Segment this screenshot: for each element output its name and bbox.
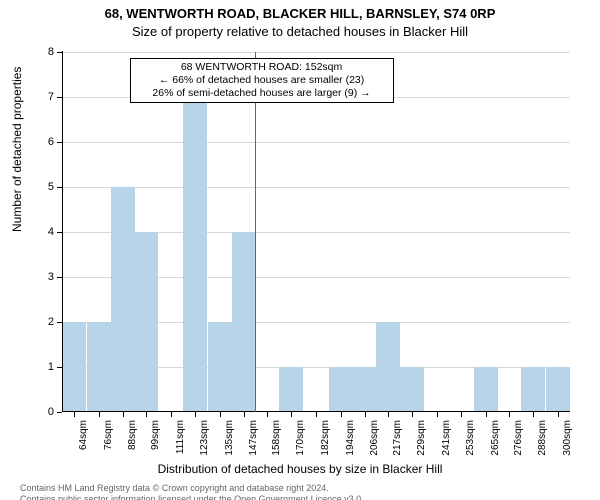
plot-area: 68 WENTWORTH ROAD: 152sqm ← 66% of detac… bbox=[62, 52, 570, 412]
y-tick-mark bbox=[57, 52, 62, 53]
y-tick-label: 7 bbox=[24, 91, 54, 103]
x-tick-mark bbox=[437, 412, 438, 417]
chart-container: 68, WENTWORTH ROAD, BLACKER HILL, BARNSL… bbox=[0, 6, 600, 500]
annotation-line2: ← 66% of detached houses are smaller (23… bbox=[137, 74, 387, 87]
annotation-box: 68 WENTWORTH ROAD: 152sqm ← 66% of detac… bbox=[130, 58, 394, 103]
y-axis-title: Number of detached properties bbox=[10, 67, 24, 232]
x-tick-mark bbox=[195, 412, 196, 417]
x-tick-mark bbox=[146, 412, 147, 417]
y-tick-mark bbox=[57, 97, 62, 98]
x-tick-mark bbox=[461, 412, 462, 417]
y-tick-label: 3 bbox=[24, 271, 54, 283]
x-tick-mark bbox=[558, 412, 559, 417]
footer-line2: Contains public sector information licen… bbox=[20, 494, 580, 500]
x-tick-mark bbox=[267, 412, 268, 417]
y-tick-mark bbox=[57, 412, 62, 413]
chart-subtitle: Size of property relative to detached ho… bbox=[0, 24, 600, 40]
y-tick-mark bbox=[57, 322, 62, 323]
y-tick-label: 0 bbox=[24, 406, 54, 418]
x-tick-mark bbox=[291, 412, 292, 417]
x-axis-title: Distribution of detached houses by size … bbox=[0, 462, 600, 476]
y-tick-mark bbox=[57, 367, 62, 368]
y-tick-mark bbox=[57, 232, 62, 233]
footer-line1: Contains HM Land Registry data © Crown c… bbox=[20, 483, 580, 494]
y-tick-mark bbox=[57, 277, 62, 278]
x-tick-mark bbox=[171, 412, 172, 417]
x-tick-mark bbox=[509, 412, 510, 417]
x-tick-mark bbox=[388, 412, 389, 417]
x-tick-mark bbox=[533, 412, 534, 417]
x-tick-mark bbox=[220, 412, 221, 417]
y-tick-label: 4 bbox=[24, 226, 54, 238]
reference-line bbox=[255, 52, 256, 412]
annotation-line3: 26% of semi-detached houses are larger (… bbox=[137, 87, 387, 100]
y-tick-label: 8 bbox=[24, 46, 54, 58]
x-tick-mark bbox=[486, 412, 487, 417]
x-tick-mark bbox=[244, 412, 245, 417]
x-tick-mark bbox=[123, 412, 124, 417]
axes-border bbox=[62, 51, 570, 412]
annotation-line1: 68 WENTWORTH ROAD: 152sqm bbox=[137, 61, 387, 74]
x-tick-mark bbox=[99, 412, 100, 417]
chart-footer: Contains HM Land Registry data © Crown c… bbox=[20, 483, 580, 500]
chart-address-title: 68, WENTWORTH ROAD, BLACKER HILL, BARNSL… bbox=[0, 6, 600, 22]
y-tick-mark bbox=[57, 187, 62, 188]
x-tick-mark bbox=[412, 412, 413, 417]
x-tick-mark bbox=[341, 412, 342, 417]
y-tick-label: 1 bbox=[24, 361, 54, 373]
x-tick-mark bbox=[74, 412, 75, 417]
x-tick-mark bbox=[365, 412, 366, 417]
y-tick-label: 5 bbox=[24, 181, 54, 193]
y-tick-label: 2 bbox=[24, 316, 54, 328]
x-tick-mark bbox=[316, 412, 317, 417]
y-tick-mark bbox=[57, 142, 62, 143]
y-tick-label: 6 bbox=[24, 136, 54, 148]
